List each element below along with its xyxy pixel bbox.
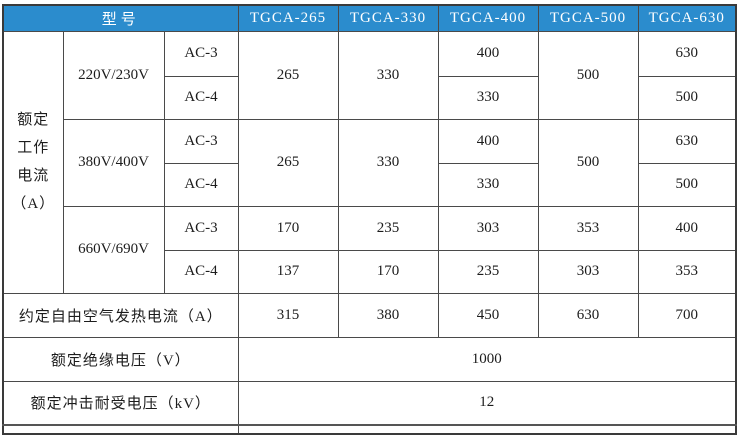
header-model-tgca400: TGCA-400 bbox=[437, 4, 539, 32]
cell-660v-ac4-tgca400: 235 bbox=[437, 249, 539, 294]
cell-220v-ac3-tgca400: 400 bbox=[437, 30, 539, 77]
row-thermal-current: 约定自由空气发热电流（A） 315 380 450 630 700 bbox=[2, 292, 737, 338]
cell-660v-ac4-tgca265: 137 bbox=[237, 249, 339, 294]
row-220v-ac3: 额定 工作 电流 （A） 220V/230V AC-3 265 330 400 … bbox=[2, 30, 737, 294]
cell-660v-ac3-tgca500: 353 bbox=[537, 205, 639, 251]
cell-220v-ac3-tgca630: 630 bbox=[637, 30, 737, 77]
spec-table: 型号 TGCA-265 TGCA-330 TGCA-400 TGCA-500 T… bbox=[2, 4, 737, 435]
ac4-label-380v: AC-4 bbox=[163, 162, 239, 207]
row-380v-ac3: 380V/400V AC-3 265 330 400 500 630 bbox=[3, 118, 737, 207]
ac4-label-220v: AC-4 bbox=[163, 75, 239, 120]
ac3-label-660v: AC-3 bbox=[163, 205, 239, 251]
partial-cell bbox=[237, 424, 737, 434]
cell-380v-ac3-tgca400: 400 bbox=[437, 118, 539, 164]
cell-660v-ac3-tgca400: 303 bbox=[437, 205, 539, 251]
thermal-current-label: 约定自由空气发热电流（A） bbox=[2, 292, 239, 338]
row-partial-cutoff bbox=[2, 424, 737, 434]
cell-impulse-voltage-value: 12 bbox=[237, 380, 737, 426]
cell-660v-ac3-tgca630: 400 bbox=[637, 205, 737, 251]
cell-220v-tgca265: 265 bbox=[237, 30, 339, 120]
cell-thermal-tgca330: 380 bbox=[337, 292, 439, 338]
partial-cell bbox=[2, 424, 239, 434]
cell-220v-ac4-tgca630: 500 bbox=[637, 75, 737, 120]
cell-380v-tgca265: 265 bbox=[237, 118, 339, 207]
cell-insulation-voltage-value: 1000 bbox=[237, 336, 737, 382]
cell-thermal-tgca630: 700 bbox=[637, 292, 737, 338]
rated-current-label-line: 额定 bbox=[17, 112, 50, 128]
cell-380v-tgca330: 330 bbox=[337, 118, 439, 207]
voltage-label-660v: 660V/690V bbox=[62, 205, 165, 294]
row-impulse-voltage: 额定冲击耐受电压（kV） 12 bbox=[2, 380, 737, 426]
row-380v-ac4: AC-4 330 500 bbox=[3, 162, 737, 207]
header-row: 型号 TGCA-265 TGCA-330 TGCA-400 TGCA-500 T… bbox=[2, 4, 737, 32]
ac3-label-220v: AC-3 bbox=[163, 30, 239, 77]
row-insulation-voltage: 额定绝缘电压（V） 1000 bbox=[2, 336, 737, 382]
header-model-tgca630: TGCA-630 bbox=[637, 4, 737, 32]
voltage-label-380v: 380V/400V bbox=[62, 118, 165, 207]
ac4-label-660v: AC-4 bbox=[163, 249, 239, 294]
header-model-label: 型号 bbox=[2, 4, 239, 32]
rated-working-current-label: 额定 工作 电流 （A） bbox=[2, 30, 64, 294]
rated-current-label-line: （A） bbox=[11, 196, 56, 212]
row-220v-ac4: AC-4 330 500 bbox=[3, 75, 737, 120]
rated-current-label-line: 电流 bbox=[17, 168, 50, 184]
cell-380v-ac4-tgca400: 330 bbox=[437, 162, 539, 207]
row-660v-ac3: 660V/690V AC-3 170 235 303 353 400 bbox=[3, 205, 737, 294]
cell-660v-ac4-tgca630: 353 bbox=[637, 249, 737, 294]
insulation-voltage-label: 额定绝缘电压（V） bbox=[2, 336, 239, 382]
cell-660v-ac3-tgca330: 235 bbox=[337, 205, 439, 251]
cell-380v-ac4-tgca630: 500 bbox=[637, 162, 737, 207]
impulse-voltage-label: 额定冲击耐受电压（kV） bbox=[2, 380, 239, 426]
cell-380v-ac3-tgca630: 630 bbox=[637, 118, 737, 164]
cell-660v-ac4-tgca500: 303 bbox=[537, 249, 639, 294]
cell-660v-ac3-tgca265: 170 bbox=[237, 205, 339, 251]
header-model-tgca330: TGCA-330 bbox=[337, 4, 439, 32]
ac3-label-380v: AC-3 bbox=[163, 118, 239, 164]
cell-thermal-tgca500: 630 bbox=[537, 292, 639, 338]
cell-380v-tgca500: 500 bbox=[537, 118, 639, 207]
cell-thermal-tgca400: 450 bbox=[437, 292, 539, 338]
header-model-tgca265: TGCA-265 bbox=[237, 4, 339, 32]
cell-660v-ac4-tgca330: 170 bbox=[337, 249, 439, 294]
row-660v-ac4: AC-4 137 170 235 303 353 bbox=[3, 249, 737, 294]
voltage-label-220v: 220V/230V bbox=[62, 30, 165, 120]
cell-220v-ac4-tgca400: 330 bbox=[437, 75, 539, 120]
spec-table-container: 型号 TGCA-265 TGCA-330 TGCA-400 TGCA-500 T… bbox=[2, 4, 737, 435]
header-model-tgca500: TGCA-500 bbox=[537, 4, 639, 32]
rated-current-label-line: 工作 bbox=[17, 140, 50, 156]
cell-thermal-tgca265: 315 bbox=[237, 292, 339, 338]
cell-220v-tgca330: 330 bbox=[337, 30, 439, 120]
cell-220v-tgca500: 500 bbox=[537, 30, 639, 120]
